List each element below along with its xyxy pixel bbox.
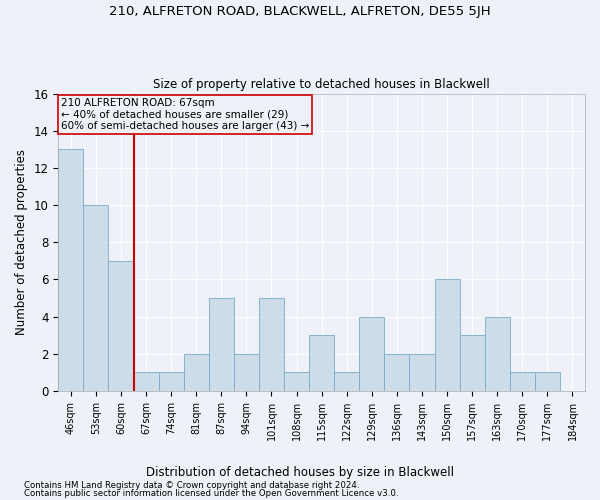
Bar xyxy=(485,316,510,391)
Bar xyxy=(209,298,234,391)
Bar xyxy=(385,354,409,391)
Bar xyxy=(134,372,158,391)
Bar xyxy=(158,372,184,391)
Title: Size of property relative to detached houses in Blackwell: Size of property relative to detached ho… xyxy=(153,78,490,91)
Bar xyxy=(334,372,359,391)
Y-axis label: Number of detached properties: Number of detached properties xyxy=(15,149,28,335)
Bar xyxy=(184,354,209,391)
Bar xyxy=(434,280,460,391)
Text: Contains HM Land Registry data © Crown copyright and database right 2024.: Contains HM Land Registry data © Crown c… xyxy=(24,482,359,490)
Bar xyxy=(83,205,109,391)
Bar xyxy=(460,335,485,391)
Bar xyxy=(109,261,134,391)
Bar xyxy=(535,372,560,391)
Bar xyxy=(234,354,259,391)
Bar xyxy=(58,150,83,391)
Bar xyxy=(284,372,309,391)
Text: 210, ALFRETON ROAD, BLACKWELL, ALFRETON, DE55 5JH: 210, ALFRETON ROAD, BLACKWELL, ALFRETON,… xyxy=(109,5,491,18)
Bar xyxy=(409,354,434,391)
Text: Contains public sector information licensed under the Open Government Licence v3: Contains public sector information licen… xyxy=(24,490,398,498)
Text: Distribution of detached houses by size in Blackwell: Distribution of detached houses by size … xyxy=(146,466,454,479)
Bar xyxy=(359,316,385,391)
Bar xyxy=(259,298,284,391)
Bar xyxy=(510,372,535,391)
Bar xyxy=(309,335,334,391)
Text: 210 ALFRETON ROAD: 67sqm
← 40% of detached houses are smaller (29)
60% of semi-d: 210 ALFRETON ROAD: 67sqm ← 40% of detach… xyxy=(61,98,309,131)
